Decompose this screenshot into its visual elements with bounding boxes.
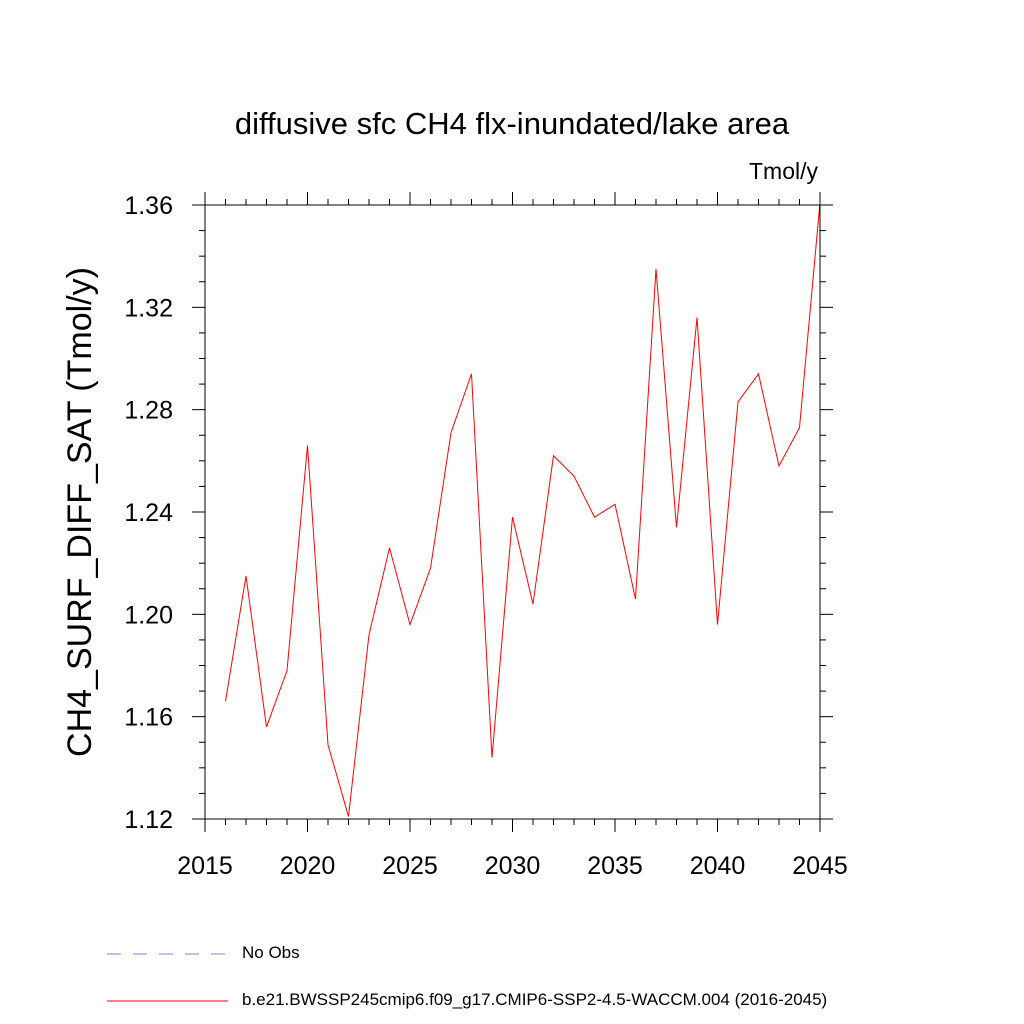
chart-title: diffusive sfc CH4 flx-inundated/lake are…: [234, 106, 790, 141]
x-tick-label: 2040: [690, 852, 746, 880]
y-tick-label: 1.32: [124, 294, 173, 322]
units-label: Tmol/y: [749, 158, 818, 184]
legend-label-model: b.e21.BWSSP245cmip6.f09_g17.CMIP6-SSP2-4…: [242, 990, 828, 1009]
x-tick-label: 2030: [485, 852, 541, 880]
y-tick-label: 1.36: [124, 192, 173, 220]
axis-ticks: [192, 192, 833, 832]
y-tick-label: 1.24: [124, 499, 173, 527]
data-series: [225, 202, 821, 817]
x-tick-label: 2035: [587, 852, 643, 880]
y-tick-label: 1.28: [124, 397, 173, 425]
plot-frame: [204, 204, 821, 820]
x-tick-label: 2045: [792, 852, 848, 880]
series-line: [225, 202, 821, 817]
y-tick-label: 1.12: [124, 806, 173, 834]
legend-label-no-obs: No Obs: [242, 943, 300, 962]
x-tick-label: 2025: [382, 852, 438, 880]
y-tick-label: 1.20: [124, 601, 173, 629]
x-tick-label: 2015: [177, 852, 233, 880]
y-tick-label: 1.16: [124, 704, 173, 732]
x-tick-label: 2020: [280, 852, 336, 880]
legend-lines: [107, 953, 228, 1002]
axis-tick-labels: 2015 2020 2025 2030 2035 2040 2045 1.12 1.16 1.20…: [124, 192, 847, 880]
